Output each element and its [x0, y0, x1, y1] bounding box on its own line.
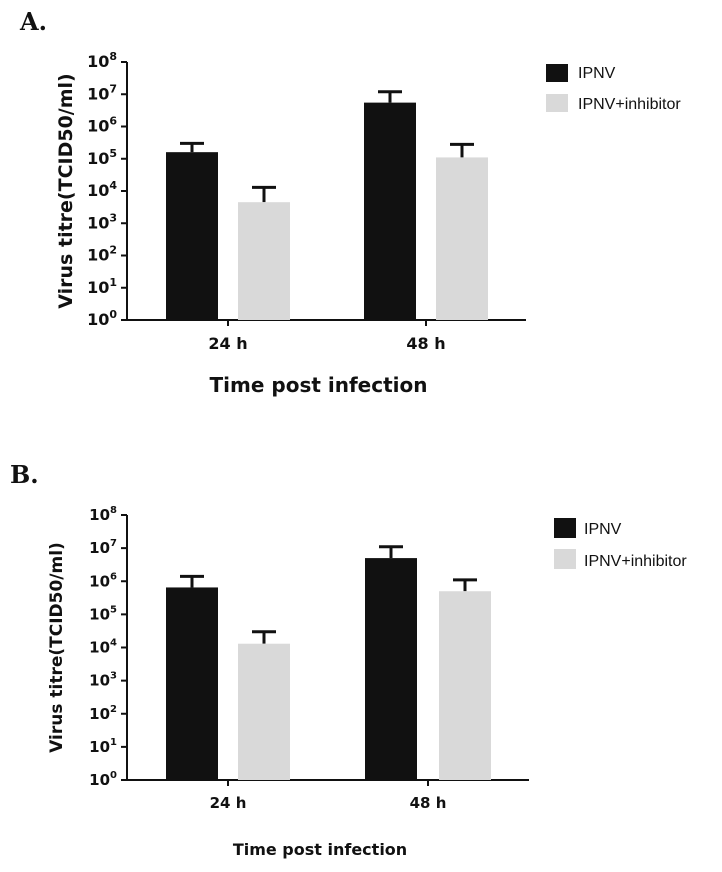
x-tick-label: 24 h	[210, 794, 247, 812]
y-tick-label: 107	[89, 538, 117, 557]
y-tick-label: 100	[87, 308, 117, 329]
x-axis-title: Time post infection	[233, 840, 407, 859]
y-tick-label: 100	[89, 770, 117, 789]
x-axis-title: Time post infection	[210, 373, 428, 397]
panel-label: B.	[10, 460, 39, 489]
x-tick-label: 48 h	[406, 334, 445, 353]
y-tick-label: 103	[89, 671, 117, 690]
y-tick-label: 104	[87, 179, 117, 200]
y-tick-label: 105	[89, 604, 117, 623]
y-tick-label: 104	[89, 638, 117, 657]
legend-swatch	[546, 64, 568, 82]
legend-label: IPNV+inhibitor	[584, 553, 687, 570]
bar-ipnv-inhibitor-24h	[238, 202, 290, 320]
bar-ipnv-24h	[166, 152, 218, 320]
y-tick-label: 103	[87, 211, 117, 232]
legend-label: IPNV	[584, 521, 622, 538]
y-axis-title: Virus titre(TCID50/ml)	[47, 542, 67, 753]
legend-swatch	[554, 518, 576, 538]
x-tick-label: 24 h	[208, 334, 247, 353]
panel-b: B. 100 101 102 103 104 105 106 107 108 Virus titre…	[10, 460, 687, 859]
y-tick-label: 102	[87, 244, 117, 265]
bar-ipnv-48h	[364, 102, 416, 320]
bar-ipnv-inhibitor-24h	[238, 643, 290, 780]
y-tick-label: 101	[89, 737, 117, 756]
bar-ipnv-24h	[166, 587, 218, 780]
legend-swatch	[554, 549, 576, 569]
y-tick-label: 101	[87, 276, 117, 297]
panel-a: A. 100 101 102 103 104 105 106 107 108 Virus titre…	[19, 7, 681, 397]
bar-ipnv-inhibitor-48h	[436, 157, 488, 320]
y-tick-label: 105	[87, 147, 117, 168]
bar-ipnv-inhibitor-48h	[439, 591, 491, 780]
y-tick-label: 106	[89, 571, 117, 590]
x-tick-label: 48 h	[410, 794, 447, 812]
y-tick-label: 102	[89, 704, 117, 723]
bar-ipnv-48h	[365, 558, 417, 780]
y-axis-title: Virus titre(TCID50/ml)	[55, 73, 77, 308]
y-tick-label: 106	[87, 115, 117, 136]
y-tick-label: 108	[89, 505, 117, 524]
y-tick-label: 108	[87, 50, 117, 71]
panel-label: A.	[19, 7, 47, 36]
legend-label: IPNV+inhibitor	[578, 96, 681, 113]
legend-label: IPNV	[578, 65, 616, 82]
legend-swatch	[546, 94, 568, 112]
y-tick-label: 107	[87, 82, 117, 103]
